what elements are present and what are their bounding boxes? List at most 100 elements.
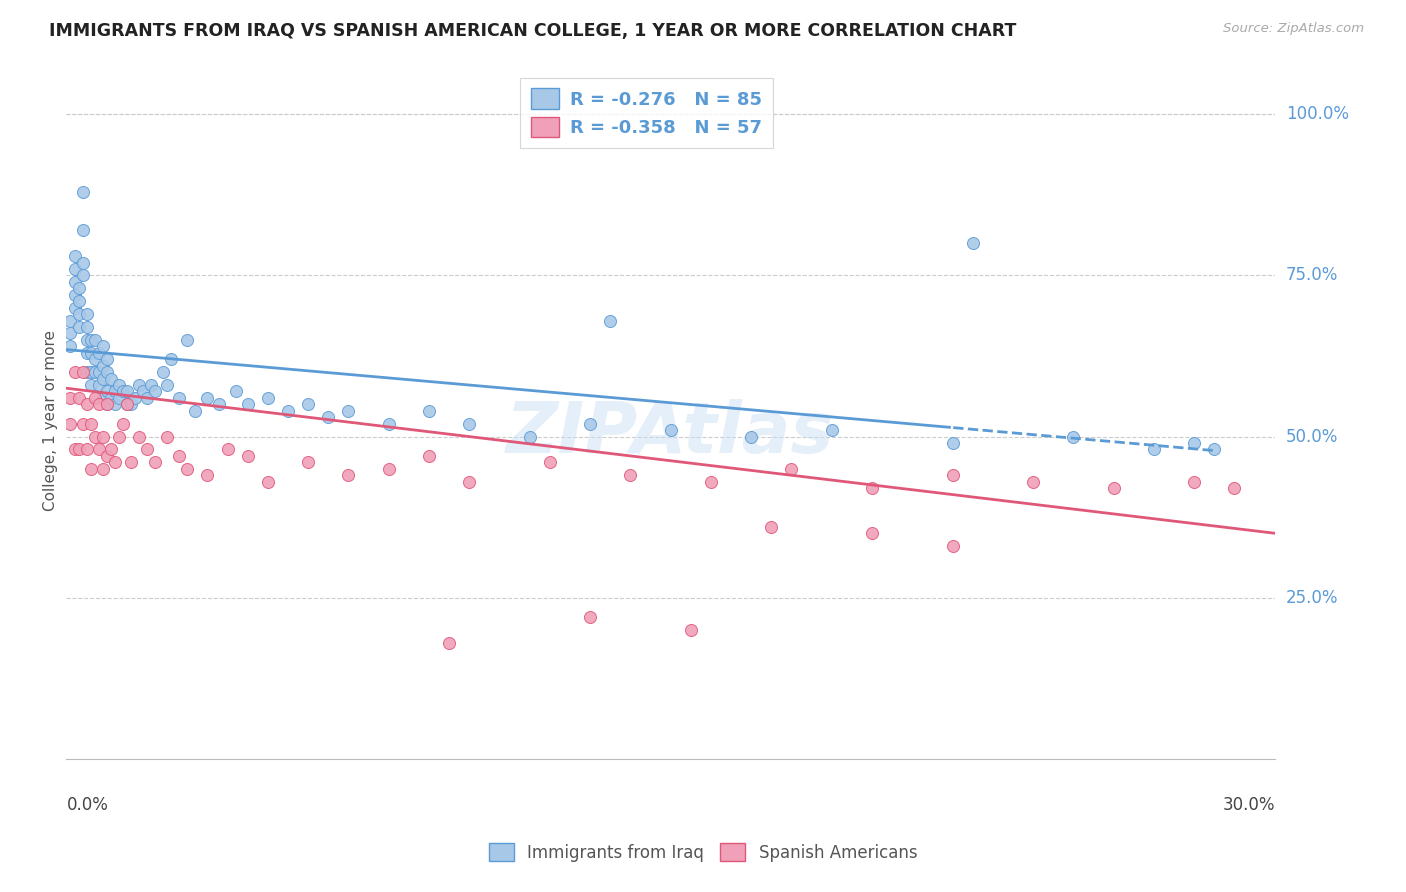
Point xyxy=(418,449,440,463)
Point xyxy=(941,436,963,450)
Point xyxy=(115,384,138,399)
Point xyxy=(962,236,984,251)
Point xyxy=(96,449,118,463)
Point xyxy=(115,397,138,411)
Point xyxy=(87,346,110,360)
Point xyxy=(111,417,134,431)
Text: ZIPAtlas: ZIPAtlas xyxy=(506,400,835,468)
Point xyxy=(76,365,98,379)
Y-axis label: College, 1 year or more: College, 1 year or more xyxy=(44,330,58,511)
Point xyxy=(176,462,198,476)
Point xyxy=(67,320,90,334)
Point xyxy=(83,352,105,367)
Point xyxy=(337,468,360,483)
Point xyxy=(579,417,602,431)
Point xyxy=(76,442,98,457)
Point xyxy=(538,455,561,469)
Point xyxy=(143,384,166,399)
Point xyxy=(761,520,783,534)
Point xyxy=(579,610,602,624)
Point xyxy=(83,365,105,379)
Point xyxy=(337,404,360,418)
Point xyxy=(377,462,399,476)
Point xyxy=(100,391,122,405)
Point xyxy=(124,391,146,405)
Point xyxy=(236,397,259,411)
Point xyxy=(108,429,131,443)
Point xyxy=(941,539,963,553)
Point xyxy=(256,475,278,489)
Point xyxy=(197,468,219,483)
Point xyxy=(225,384,247,399)
Point xyxy=(197,391,219,405)
Point xyxy=(59,326,82,341)
Point xyxy=(167,391,190,405)
Point xyxy=(256,391,278,405)
Point xyxy=(72,365,94,379)
Point xyxy=(79,417,101,431)
Legend: R = -0.276   N = 85, R = -0.358   N = 57: R = -0.276 N = 85, R = -0.358 N = 57 xyxy=(520,78,773,148)
Point xyxy=(87,365,110,379)
Text: IMMIGRANTS FROM IRAQ VS SPANISH AMERICAN COLLEGE, 1 YEAR OR MORE CORRELATION CHA: IMMIGRANTS FROM IRAQ VS SPANISH AMERICAN… xyxy=(49,22,1017,40)
Point xyxy=(63,442,86,457)
Point xyxy=(63,301,86,315)
Text: 75.0%: 75.0% xyxy=(1286,267,1339,285)
Point xyxy=(136,391,159,405)
Point xyxy=(83,391,105,405)
Point xyxy=(377,417,399,431)
Point xyxy=(277,404,299,418)
Point xyxy=(1102,481,1125,495)
Point xyxy=(208,397,231,411)
Point xyxy=(63,262,86,277)
Point xyxy=(104,384,127,399)
Point xyxy=(599,313,621,327)
Point xyxy=(96,352,118,367)
Point xyxy=(120,455,142,469)
Point xyxy=(67,442,90,457)
Text: 0.0%: 0.0% xyxy=(66,796,108,814)
Point xyxy=(217,442,239,457)
Point xyxy=(458,475,481,489)
Point xyxy=(143,455,166,469)
Point xyxy=(59,391,82,405)
Point xyxy=(76,320,98,334)
Point xyxy=(132,384,155,399)
Point xyxy=(104,455,127,469)
Point xyxy=(115,397,138,411)
Point xyxy=(87,442,110,457)
Point xyxy=(120,397,142,411)
Point xyxy=(1204,442,1226,457)
Point xyxy=(111,384,134,399)
Point xyxy=(91,429,114,443)
Point xyxy=(63,365,86,379)
Point xyxy=(860,481,883,495)
Text: 50.0%: 50.0% xyxy=(1286,427,1339,446)
Point xyxy=(156,378,179,392)
Point xyxy=(108,378,131,392)
Point xyxy=(458,417,481,431)
Point xyxy=(79,462,101,476)
Point xyxy=(72,268,94,283)
Point xyxy=(659,423,682,437)
Point xyxy=(87,378,110,392)
Text: 100.0%: 100.0% xyxy=(1286,105,1348,123)
Point xyxy=(91,359,114,373)
Point xyxy=(108,391,131,405)
Point xyxy=(79,346,101,360)
Point xyxy=(79,333,101,347)
Point xyxy=(679,623,702,637)
Text: 25.0%: 25.0% xyxy=(1286,589,1339,607)
Point xyxy=(316,410,339,425)
Point xyxy=(941,468,963,483)
Point xyxy=(63,275,86,289)
Point xyxy=(87,397,110,411)
Point xyxy=(59,339,82,353)
Point xyxy=(167,449,190,463)
Point xyxy=(63,249,86,263)
Point xyxy=(96,365,118,379)
Point xyxy=(1022,475,1045,489)
Point xyxy=(184,404,207,418)
Point xyxy=(72,255,94,269)
Point xyxy=(72,417,94,431)
Point xyxy=(67,281,90,295)
